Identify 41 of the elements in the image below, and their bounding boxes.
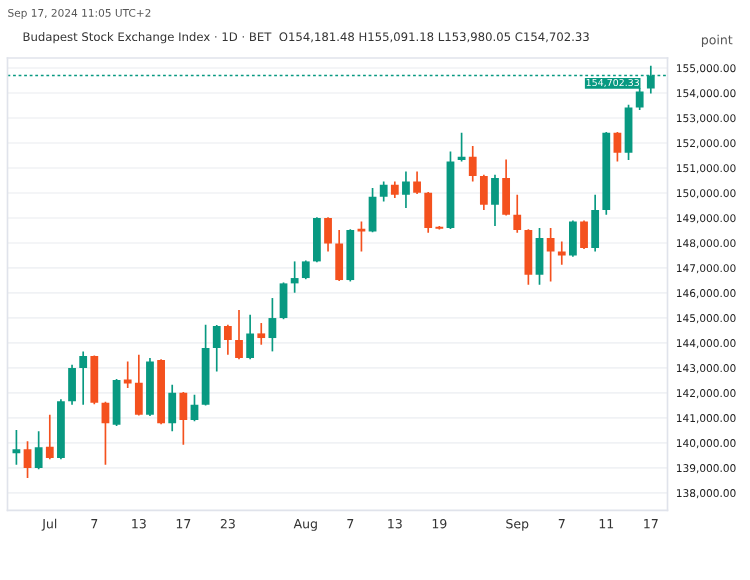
candlestick <box>68 363 76 406</box>
candlestick <box>468 145 477 183</box>
candlestick <box>90 354 99 406</box>
candlestick <box>313 216 321 264</box>
candlestick <box>546 227 555 283</box>
candlestick <box>524 228 533 286</box>
candlestick <box>335 229 344 282</box>
candlestick <box>569 219 577 258</box>
candlestick <box>23 440 32 479</box>
candlestick <box>591 193 600 253</box>
candlestick <box>479 173 488 211</box>
candlestick <box>268 297 277 353</box>
candlestick <box>513 193 522 234</box>
candlestick <box>557 240 566 266</box>
candlestick <box>301 259 310 281</box>
candlestick <box>402 170 410 209</box>
candlestick <box>179 391 188 446</box>
candlestick <box>379 180 388 203</box>
candlestick <box>279 281 288 321</box>
candlestick <box>502 158 511 217</box>
candlestick <box>134 353 143 417</box>
candlestick <box>413 170 421 195</box>
candlestick <box>613 131 622 163</box>
candlestick <box>12 429 21 466</box>
candlestick <box>168 383 177 433</box>
candlestick <box>212 324 221 373</box>
candlestick <box>112 378 121 427</box>
candlestick <box>491 173 499 227</box>
candlestick <box>235 309 243 361</box>
candlestick <box>45 413 54 460</box>
candlestick <box>290 260 299 294</box>
candlestick <box>257 322 266 346</box>
candlestick <box>324 216 332 253</box>
candlestick <box>123 360 132 389</box>
candlestick <box>79 350 88 406</box>
candlestick <box>624 103 633 161</box>
candlestick <box>535 227 544 286</box>
candlestick <box>223 323 232 356</box>
candlestick <box>246 313 255 361</box>
candlestick <box>34 430 43 470</box>
candlestick <box>580 219 588 250</box>
